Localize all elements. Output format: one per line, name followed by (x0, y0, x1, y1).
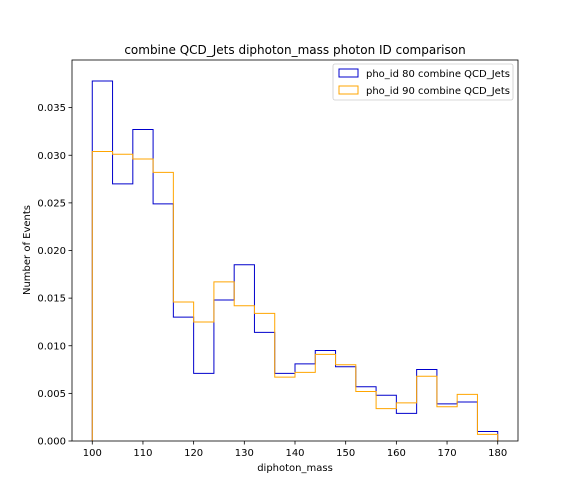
x-tick-label: 160 (387, 448, 406, 459)
series-layer (91, 80, 499, 441)
legend-swatch-pho-id-90 (338, 85, 359, 95)
legend-label-pho-id-80: pho_id 80 combine QCD_Jets (366, 69, 510, 80)
y-tick-label: 0.015 (37, 294, 66, 305)
x-tick-label: 170 (437, 448, 456, 459)
x-axis-ticks: 100 110 120 130 140 150 160 170 180 (83, 441, 507, 459)
y-tick-label: 0.005 (37, 389, 66, 400)
y-axis-ticks: 0.000 0.005 0.010 0.015 0.020 0.025 0.030 0.035 (37, 103, 72, 448)
y-tick-label: 0.030 (37, 151, 66, 162)
y-tick-label: 0.025 (37, 198, 66, 209)
legend-swatch-pho-id-80 (338, 68, 359, 78)
histogram-series-1 (91, 150, 499, 441)
x-tick-label: 180 (488, 448, 507, 459)
legend-label-pho-id-90: pho_id 90 combine QCD_Jets (366, 86, 510, 97)
y-axis-label: Number of Events (22, 205, 33, 295)
x-tick-label: 140 (285, 448, 304, 459)
chart-title: combine QCD_Jets diphoton_mass photon ID… (124, 43, 465, 57)
x-axis-label: diphoton_mass (257, 463, 333, 474)
x-tick-label: 130 (235, 448, 254, 459)
histogram-series-0 (91, 80, 499, 441)
y-tick-label: 0.035 (37, 103, 66, 114)
x-tick-label: 120 (184, 448, 203, 459)
legend: pho_id 80 combine QCD_Jets pho_id 90 com… (332, 63, 514, 101)
y-tick-label: 0.010 (37, 341, 66, 352)
legend-frame (332, 63, 514, 101)
x-tick-label: 110 (133, 448, 152, 459)
x-tick-label: 100 (83, 448, 102, 459)
x-tick-label: 150 (336, 448, 355, 459)
y-tick-label: 0.020 (37, 246, 66, 257)
y-tick-label: 0.000 (37, 437, 66, 448)
